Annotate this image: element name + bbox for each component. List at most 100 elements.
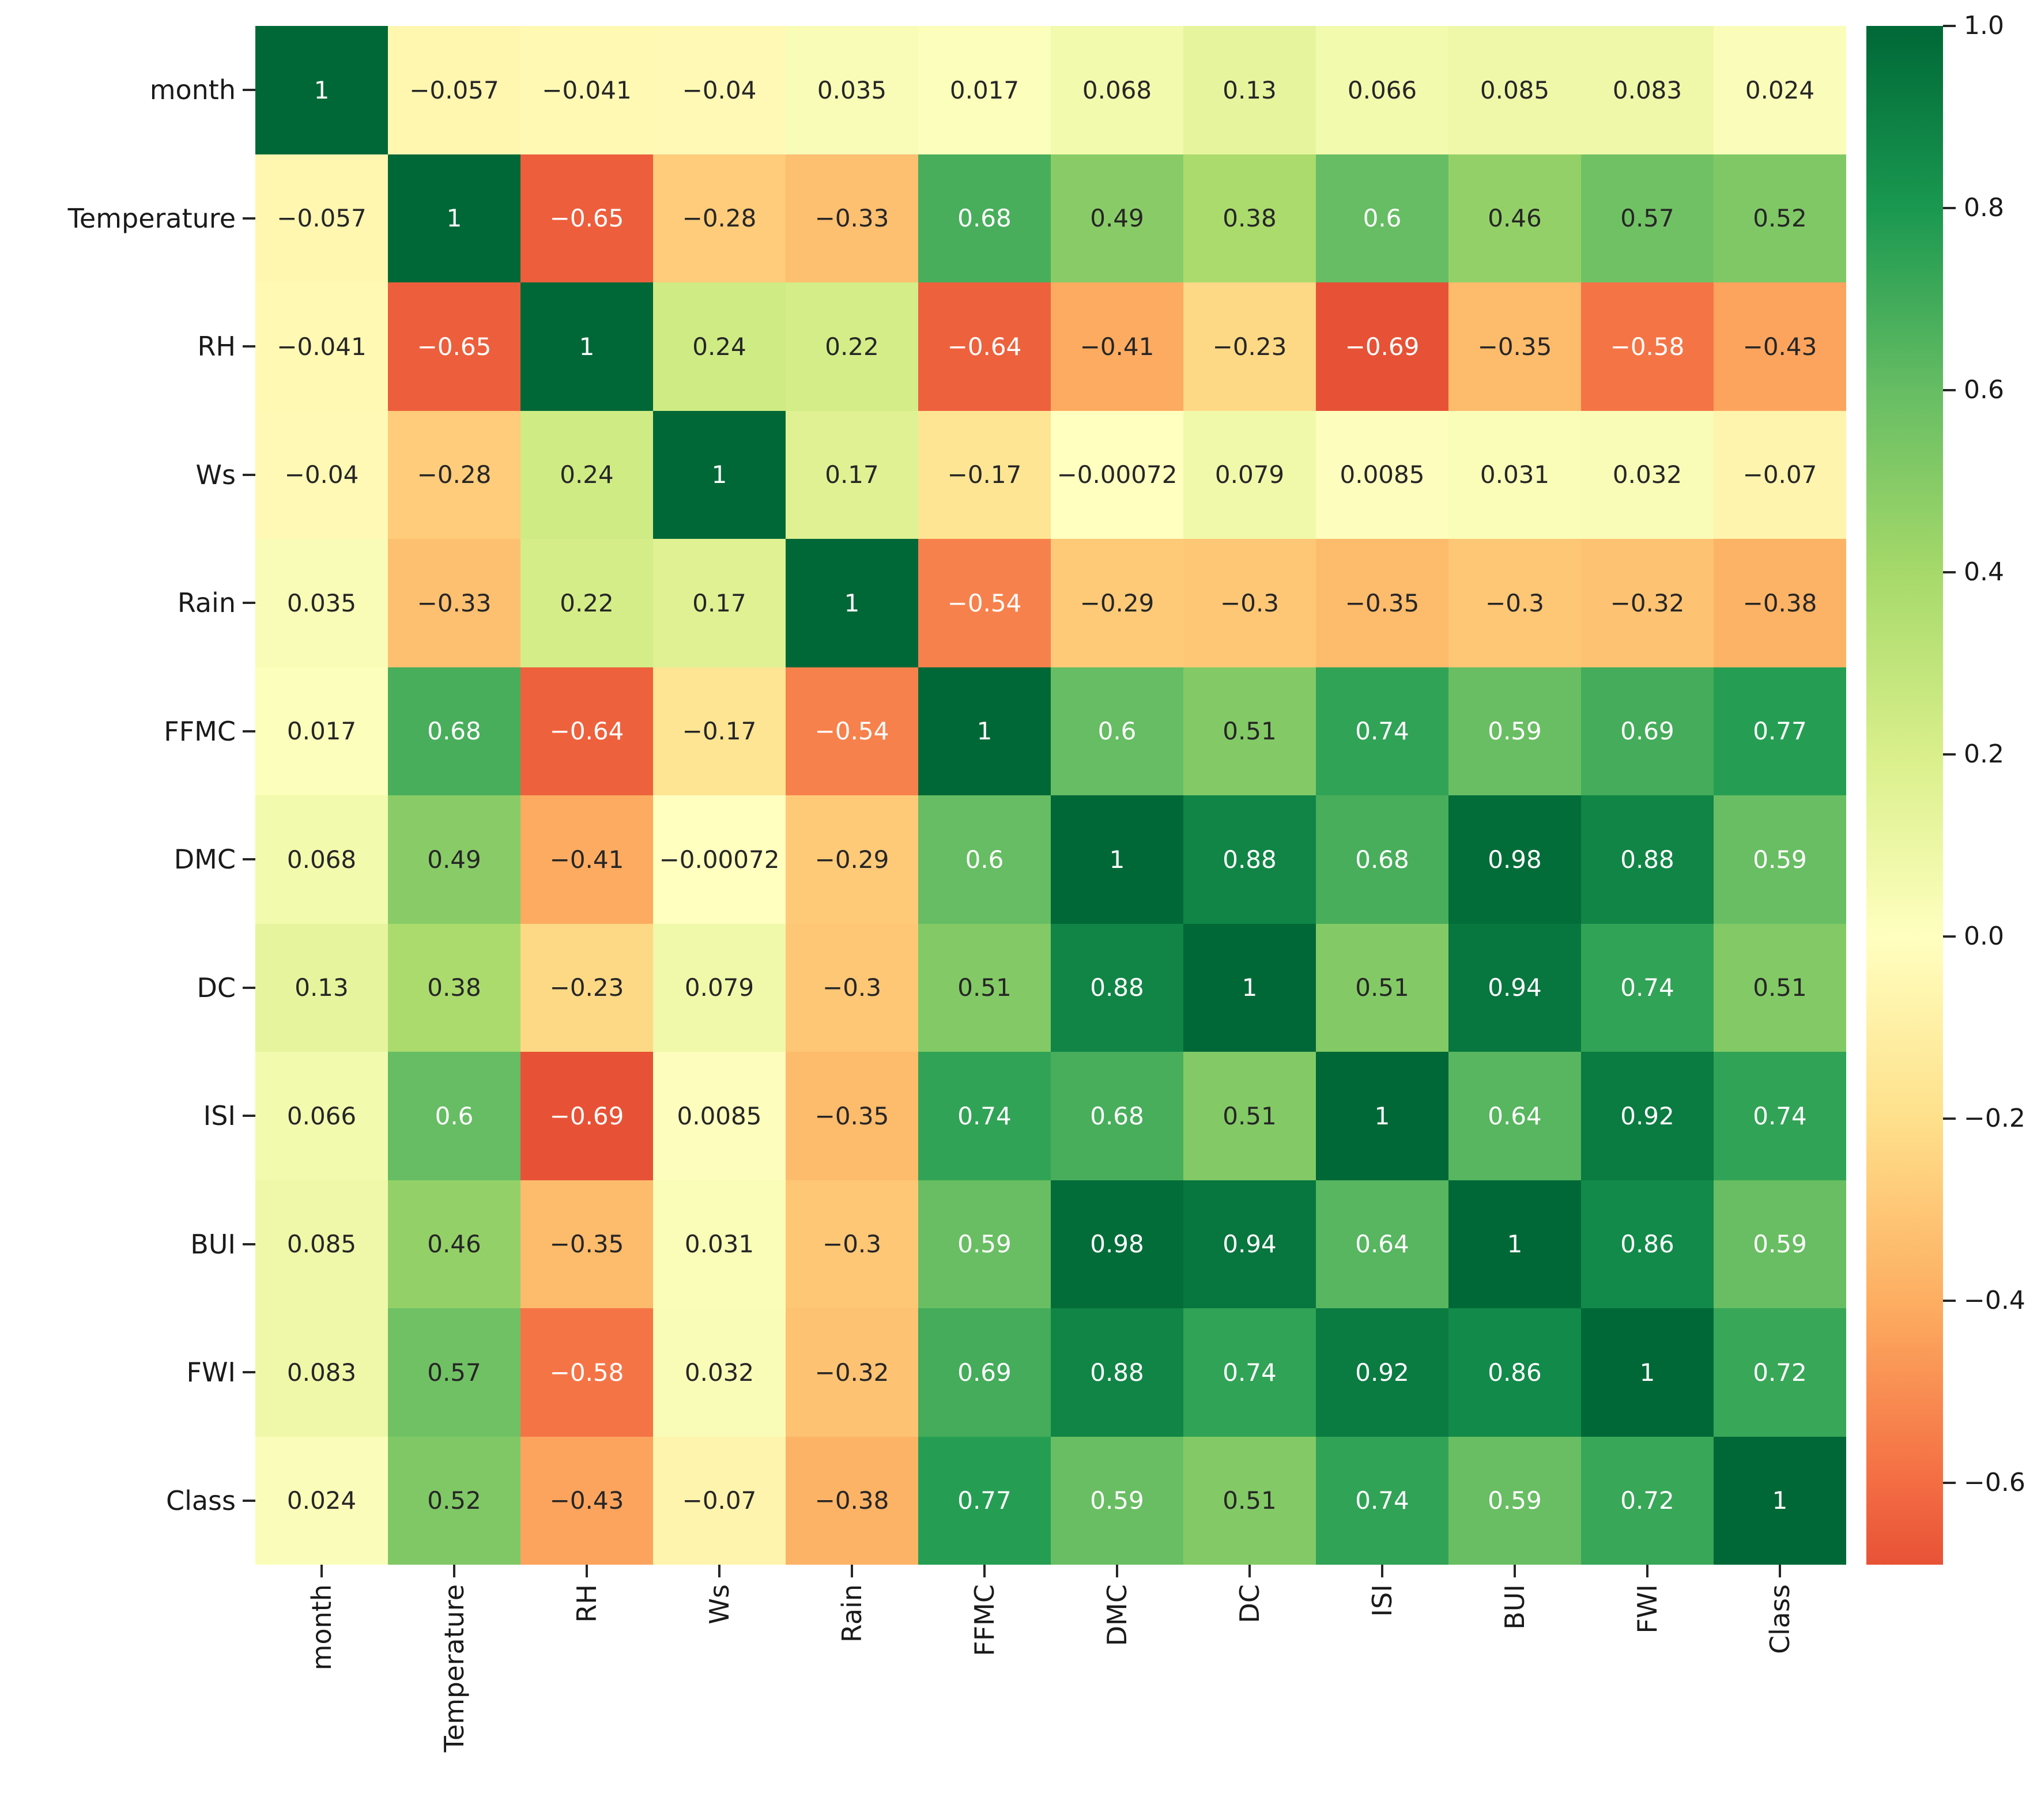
heatmap-cell: −0.43: [520, 1436, 653, 1565]
cell-value: 0.52: [427, 1486, 481, 1515]
cell-value: 0.74: [1223, 1358, 1277, 1387]
colorbar-tick-label: −0.4: [1964, 1285, 2025, 1315]
x-tick-label-text: month: [306, 1584, 337, 1671]
heatmap-cell: 0.57: [388, 1308, 520, 1437]
heatmap-cell: −0.28: [388, 410, 520, 539]
heatmap-cell: −0.41: [520, 795, 653, 924]
heatmap-cell: −0.041: [255, 282, 388, 411]
heatmap-cell: 0.24: [653, 282, 786, 411]
heatmap-cell: 1: [786, 539, 918, 667]
heatmap-cell: −0.33: [786, 154, 918, 282]
x-tick-mark: [1248, 1565, 1251, 1577]
heatmap-cell: −0.58: [1581, 282, 1714, 411]
heatmap-cell: 0.64: [1448, 1052, 1581, 1180]
cell-value: 1: [314, 75, 330, 104]
heatmap-cell: 0.031: [1448, 410, 1581, 539]
colorbar-tick-label: 0.6: [1964, 375, 2004, 405]
cell-value: 0.59: [1753, 1230, 1807, 1259]
cell-value: −0.17: [947, 460, 1022, 489]
y-tick-mark: [243, 1371, 255, 1374]
cell-value: 0.59: [1488, 717, 1542, 746]
heatmap-cell: −0.69: [520, 1052, 653, 1180]
cell-value: 0.49: [1090, 204, 1144, 233]
heatmap-cell: 1: [918, 667, 1051, 795]
cell-value: 0.88: [1090, 1358, 1144, 1387]
cell-value: 1: [711, 460, 727, 489]
cell-value: 0.17: [825, 460, 879, 489]
heatmap-cell: 0.68: [918, 154, 1051, 282]
cell-value: 1: [844, 588, 860, 617]
cell-value: 0.38: [1223, 204, 1277, 233]
heatmap-cell: 0.079: [653, 923, 786, 1052]
x-tick-mark: [586, 1565, 588, 1577]
cell-value: 0.98: [1090, 1230, 1144, 1259]
colorbar-tick-mark: [1943, 571, 1956, 573]
heatmap-cell: −0.041: [520, 26, 653, 154]
y-tick-label: Ws: [195, 459, 236, 490]
cell-value: −0.3: [823, 973, 881, 1002]
heatmap-cell: −0.35: [1316, 539, 1448, 667]
heatmap-cell: 0.94: [1183, 1180, 1316, 1308]
heatmap-cell: −0.38: [786, 1436, 918, 1565]
heatmap-cell: 0.083: [255, 1308, 388, 1437]
cell-value: −0.3: [1220, 588, 1279, 617]
x-tick-mark: [1514, 1565, 1516, 1577]
cell-value: 0.068: [1082, 75, 1152, 104]
cell-value: −0.41: [549, 845, 624, 874]
heatmap-cell: −0.23: [520, 923, 653, 1052]
heatmap-cell: 0.024: [255, 1436, 388, 1565]
heatmap-cell: −0.35: [520, 1180, 653, 1308]
y-tick-label: DMC: [173, 844, 236, 875]
cell-value: 0.59: [1488, 1486, 1542, 1515]
colorbar-tick-mark: [1943, 25, 1956, 27]
y-tick-mark: [243, 1499, 255, 1502]
heatmap-cell: −0.64: [520, 667, 653, 795]
x-tick-mark: [718, 1565, 720, 1577]
cell-value: 0.032: [1612, 460, 1682, 489]
heatmap-cell: 0.38: [1183, 154, 1316, 282]
heatmap-cell: 0.88: [1051, 1308, 1183, 1437]
cell-value: 0.079: [1214, 460, 1285, 489]
cell-value: 0.49: [427, 845, 481, 874]
heatmap-cell: 0.51: [1316, 923, 1448, 1052]
heatmap-cell: −0.41: [1051, 282, 1183, 411]
cell-value: 0.24: [692, 332, 746, 361]
cell-value: 0.77: [1753, 717, 1807, 746]
x-tick-label-text: DMC: [1101, 1584, 1133, 1647]
heatmap-cell: 0.74: [918, 1052, 1051, 1180]
heatmap-cell: 0.52: [388, 1436, 520, 1565]
heatmap-cell: −0.35: [1448, 282, 1581, 411]
cell-value: −0.35: [1477, 332, 1552, 361]
cell-value: 0.6: [1363, 204, 1402, 233]
cell-value: 0.079: [684, 973, 754, 1002]
cell-value: −0.041: [277, 332, 367, 361]
heatmap-cell: 0.13: [1183, 26, 1316, 154]
heatmap-cell: 1: [1051, 795, 1183, 924]
heatmap-cell: 0.22: [520, 539, 653, 667]
cell-value: 0.64: [1355, 1230, 1409, 1259]
y-tick-label: BUI: [190, 1228, 236, 1260]
heatmap-cell: −0.17: [653, 667, 786, 795]
cell-value: 0.13: [1223, 75, 1277, 104]
heatmap-cell: −0.07: [653, 1436, 786, 1565]
heatmap-cell: 0.49: [1051, 154, 1183, 282]
cell-value: 0.51: [1223, 1101, 1277, 1130]
heatmap-cell: 0.6: [388, 1052, 520, 1180]
colorbar-tick-mark: [1943, 935, 1956, 938]
heatmap-cell: −0.3: [786, 1180, 918, 1308]
heatmap-cell: 0.0085: [653, 1052, 786, 1180]
y-tick-label: Rain: [177, 587, 236, 619]
cell-value: 0.69: [957, 1358, 1012, 1387]
colorbar-tick-mark: [1943, 1299, 1956, 1302]
cell-value: 0.38: [427, 973, 481, 1002]
cell-value: −0.32: [1610, 588, 1685, 617]
heatmap-cell: 0.98: [1448, 795, 1581, 924]
y-tick-label: Temperature: [67, 202, 236, 234]
cell-value: 0.98: [1488, 845, 1542, 874]
heatmap-cell: 0.6: [918, 795, 1051, 924]
heatmap-cell: 0.49: [388, 795, 520, 924]
heatmap-cell: 0.17: [653, 539, 786, 667]
cell-value: −0.54: [814, 717, 889, 746]
heatmap-cell: 0.51: [918, 923, 1051, 1052]
heatmap-cell: 0.51: [1714, 923, 1846, 1052]
